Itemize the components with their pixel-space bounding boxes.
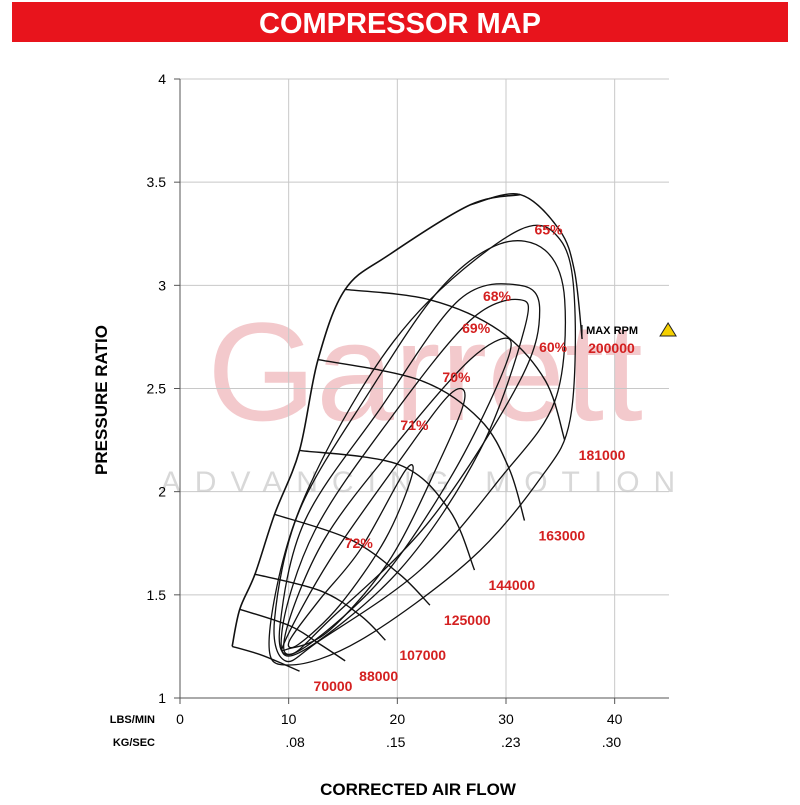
efficiency-label: 72%: [345, 535, 374, 551]
x-tick-label: 20: [390, 711, 406, 727]
efficiency-island: [273, 240, 567, 663]
speed-label: 88000: [359, 668, 398, 684]
y-axis-label: PRESSURE RATIO: [92, 325, 111, 475]
speed-line: [239, 608, 346, 662]
x2-tick-label: .30: [602, 734, 622, 750]
efficiency-label: 69%: [462, 320, 491, 336]
efficiency-island: [287, 464, 414, 649]
x2-tick-label: .15: [386, 734, 406, 750]
y-tick-label: 1.5: [147, 587, 167, 603]
watermark-brand: Garrett: [207, 293, 643, 450]
efficiency-label: 65%: [535, 222, 564, 238]
efficiency-label: 70%: [442, 369, 471, 385]
x2-tick-label: .08: [285, 734, 305, 750]
speed-line: [317, 358, 526, 521]
efficiency-island: [281, 387, 466, 652]
efficiency-island: [268, 224, 576, 666]
speed-label: 70000: [314, 678, 353, 694]
speed-line: [231, 645, 300, 672]
speed-line: [299, 449, 476, 571]
max-rpm-label: MAX RPM: [586, 325, 638, 337]
x-tick-label: 0: [176, 711, 184, 727]
speed-line: [469, 193, 583, 340]
speed-label: 125000: [444, 612, 491, 628]
surge-line: [231, 193, 521, 647]
efficiency-label: 71%: [400, 417, 429, 433]
watermark-tagline: ADVANCING MOTION: [161, 466, 689, 499]
title-banner: [12, 2, 788, 42]
y-tick-label: 3: [158, 277, 166, 293]
speed-line: [254, 573, 386, 641]
speed-label: 200000: [588, 340, 635, 356]
efficiency-island: [280, 298, 530, 657]
y-tick-label: 1: [158, 690, 166, 706]
x-axis-label: CORRECTED AIR FLOW: [320, 780, 517, 799]
speed-label: 163000: [538, 528, 585, 544]
x-tick-label: 10: [281, 711, 297, 727]
y-tick-label: 2.5: [147, 381, 167, 397]
x-unit-label: LBS/MIN: [110, 714, 155, 726]
x2-tick-label: .23: [501, 734, 521, 750]
y-tick-label: 4: [158, 71, 166, 87]
efficiency-label: 68%: [483, 288, 512, 304]
chart-title: COMPRESSOR MAP: [259, 8, 541, 40]
warning-icon: [659, 322, 677, 337]
efficiency-label: 60%: [539, 339, 568, 355]
speed-label: 107000: [399, 647, 446, 663]
efficiency-island: [278, 283, 541, 656]
y-tick-label: 2: [158, 484, 166, 500]
speed-line: [345, 288, 566, 441]
x2-unit-label: KG/SEC: [113, 737, 155, 749]
y-tick-label: 3.5: [147, 174, 167, 190]
speed-line: [274, 513, 431, 606]
speed-label: 144000: [488, 577, 535, 593]
speed-label: 181000: [579, 447, 626, 463]
x-tick-label: 30: [498, 711, 514, 727]
x-tick-label: 40: [607, 711, 623, 727]
